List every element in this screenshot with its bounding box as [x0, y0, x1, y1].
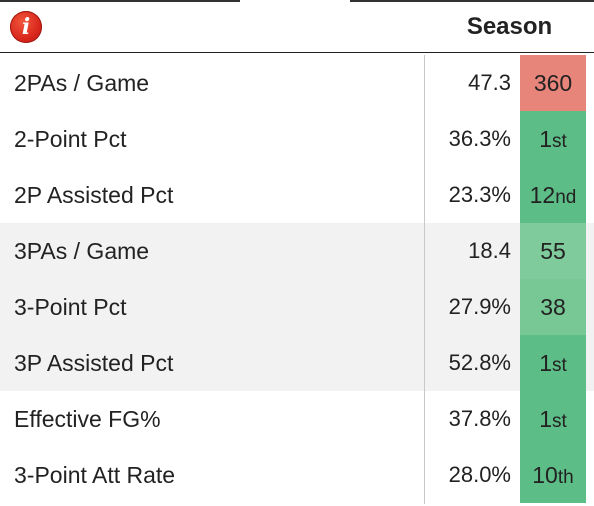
- row-label: 2P Assisted Pct: [14, 182, 174, 208]
- row-value: 23.3%: [448, 182, 511, 207]
- rank-number: 38: [540, 294, 566, 320]
- table-row: Effective FG% 37.8% 1st: [0, 391, 594, 447]
- rank-number: 1: [539, 126, 552, 152]
- rank-number: 1: [539, 350, 552, 376]
- rank-suffix: th: [557, 467, 574, 488]
- row-value: 28.0%: [448, 462, 511, 487]
- rank-number: 360: [533, 70, 573, 96]
- rank-badge: 1st: [520, 335, 586, 391]
- row-label: 3-Point Att Rate: [14, 462, 176, 488]
- table-header: i Season: [0, 2, 594, 53]
- rank-badge: 10th: [520, 447, 586, 503]
- row-value: 52.8%: [448, 350, 511, 375]
- rank-badge: 360: [520, 55, 586, 111]
- rank-suffix: st: [552, 411, 567, 432]
- table-row: 2-Point Pct 36.3% 1st: [0, 111, 594, 167]
- rank-number: 55: [540, 238, 566, 264]
- table-row: 3-Point Att Rate 28.0% 10th: [0, 447, 594, 503]
- table-row: 3-Point Pct 27.9% 38: [0, 279, 594, 335]
- row-value: 47.3: [468, 70, 511, 95]
- table-row: 2PAs / Game 47.3 360: [0, 55, 594, 111]
- rank-badge: 1st: [520, 391, 586, 447]
- row-value: 36.3%: [448, 126, 511, 151]
- row-label: 3-Point Pct: [14, 294, 127, 320]
- table-body: 2PAs / Game 47.3 360 2-Point Pct 36.3% 1…: [0, 55, 594, 503]
- row-label: 2PAs / Game: [14, 70, 150, 96]
- table-row: 2P Assisted Pct 23.3% 12nd: [0, 167, 594, 223]
- rank-number: 1: [539, 406, 552, 432]
- rank-suffix: st: [552, 131, 567, 152]
- rank-suffix: st: [552, 355, 567, 376]
- row-value: 27.9%: [448, 294, 511, 319]
- rank-badge: 1st: [520, 111, 586, 167]
- row-label: 2-Point Pct: [14, 126, 127, 152]
- table-row: 3P Assisted Pct 52.8% 1st: [0, 335, 594, 391]
- top-border-gap: [240, 0, 350, 2]
- row-value: 18.4: [468, 238, 511, 263]
- column-divider: [424, 55, 425, 504]
- rank-number: 10: [532, 462, 558, 488]
- rank-badge: 38: [520, 279, 586, 335]
- rank-badge: 55: [520, 223, 586, 279]
- info-icon[interactable]: i: [10, 11, 42, 43]
- rank-suffix: nd: [555, 187, 577, 208]
- rank-number: 12: [529, 182, 556, 208]
- row-label: Effective FG%: [14, 406, 161, 432]
- row-value: 37.8%: [448, 406, 511, 431]
- season-column-header: Season: [466, 13, 553, 40]
- row-label: 3P Assisted Pct: [14, 350, 174, 376]
- rank-badge: 12nd: [520, 167, 586, 223]
- table-row: 3PAs / Game 18.4 55: [0, 223, 594, 279]
- row-label: 3PAs / Game: [14, 238, 150, 264]
